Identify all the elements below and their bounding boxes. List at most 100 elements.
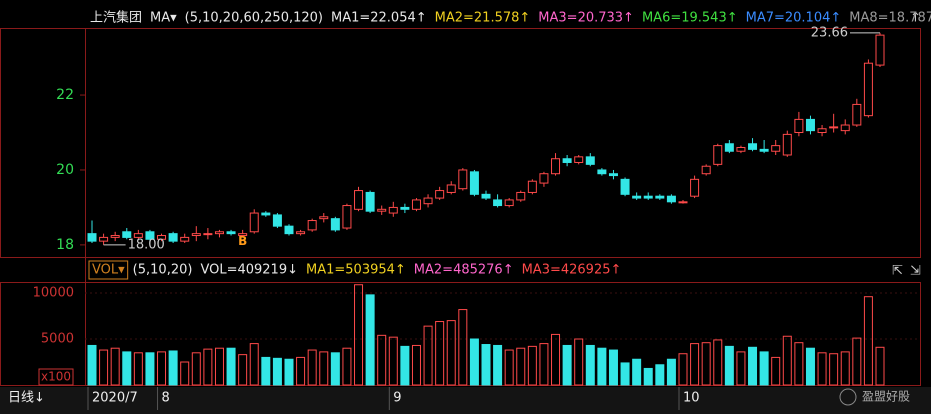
candle-body	[377, 208, 387, 212]
candle-body	[284, 225, 294, 235]
candle-body	[435, 190, 445, 199]
volume-tick-label: 5000	[41, 332, 74, 347]
volume-value: MA1=503954↑	[306, 263, 406, 278]
candle-body	[666, 195, 676, 203]
candle-body	[145, 231, 155, 240]
volume-bar	[539, 343, 549, 386]
corner-icon[interactable]: ↑	[910, 11, 921, 26]
volume-bar	[261, 356, 271, 386]
volume-bar	[678, 353, 688, 386]
candle-body	[411, 199, 421, 210]
ma-button[interactable]: MA▾	[150, 11, 177, 26]
x-tick-label: 2020/7	[92, 391, 138, 406]
volume-button[interactable]: VOL▾	[92, 263, 125, 278]
candle-body	[655, 195, 665, 199]
y-tick-label: 20	[56, 162, 74, 178]
volume-bar	[643, 367, 653, 386]
candle-body	[481, 193, 491, 199]
volume-bar	[481, 344, 491, 386]
volume-panel-frame	[0, 282, 921, 386]
volume-bar	[632, 358, 642, 386]
time-axis-bar	[0, 387, 931, 414]
volume-bar	[469, 338, 479, 386]
volume-bar	[759, 351, 769, 386]
volume-bar	[168, 350, 178, 386]
volume-bar	[516, 347, 526, 386]
volume-bar	[748, 346, 758, 386]
volume-value: MA3=426925↑	[522, 263, 622, 278]
volume-bar	[736, 351, 746, 386]
x-tick-label: 9	[393, 391, 401, 406]
volume-bar	[562, 344, 572, 386]
candle-body	[400, 206, 410, 210]
volume-bar	[272, 357, 282, 386]
volume-bar	[296, 356, 306, 386]
candle-body	[724, 143, 734, 152]
candle-body	[863, 62, 873, 117]
volume-bar	[724, 345, 734, 386]
volume-bar	[400, 345, 410, 386]
volume-bar	[713, 339, 723, 386]
corner-icon[interactable]: ⇲	[910, 264, 921, 279]
corner-icon[interactable]: ⇱	[892, 264, 903, 279]
candle-body	[829, 126, 839, 129]
volume-bar	[191, 352, 201, 386]
candle-body	[771, 145, 781, 152]
stock-name: 上汽集团	[90, 10, 142, 26]
volume-bar	[238, 354, 248, 386]
candle-body	[238, 233, 248, 237]
volume-bar	[782, 335, 792, 386]
candle-body	[99, 236, 109, 242]
candle-body	[608, 173, 618, 177]
volume-bar	[585, 344, 595, 386]
volume-bar	[458, 309, 468, 386]
volume-unit: x100	[41, 370, 71, 384]
volume-bar	[620, 362, 630, 386]
volume-bar	[319, 351, 329, 386]
volume-bar	[608, 349, 618, 386]
candle-body	[597, 169, 607, 175]
candle-body	[713, 145, 723, 165]
volume-bar	[701, 342, 711, 386]
volume-value: VOL=409219↓	[200, 263, 298, 278]
volume-params: (5,10,20)	[133, 263, 193, 278]
candle-body	[794, 118, 804, 134]
volume-bar	[840, 351, 850, 386]
ma-value: MA6=19.543↑	[642, 11, 738, 26]
candle-body	[620, 178, 630, 195]
ma-value: MA1=22.054↑	[331, 11, 427, 26]
volume-bar	[157, 351, 167, 386]
volume-bar	[203, 348, 213, 386]
candle-body	[423, 197, 433, 205]
y-tick-label: 22	[56, 87, 74, 103]
candle-body	[504, 199, 514, 207]
candle-body	[342, 205, 352, 229]
candle-body	[493, 199, 503, 207]
candle-body	[122, 231, 132, 238]
candle-body	[214, 231, 224, 235]
volume-bar	[330, 352, 340, 386]
candle-body	[354, 190, 364, 210]
high-label: 23.66	[811, 25, 848, 40]
ma-value: MA7=20.104↑	[746, 11, 842, 26]
candle-body	[875, 34, 885, 66]
candle-body	[133, 233, 143, 238]
ma-params: (5,10,20,60,250,120)	[185, 11, 323, 26]
candle-body	[782, 133, 792, 156]
volume-bar	[655, 364, 665, 386]
period-button[interactable]: 日线↓	[8, 391, 45, 406]
unit-box	[38, 368, 74, 386]
volume-bar	[411, 344, 421, 386]
volume-bar	[597, 347, 607, 386]
volume-bar	[87, 344, 97, 386]
candle-body	[643, 195, 653, 199]
volume-bar	[446, 320, 456, 386]
candle-body	[226, 231, 236, 235]
volume-bar	[145, 352, 155, 386]
candle-body	[296, 231, 306, 235]
volume-bar	[690, 343, 700, 386]
candle-body	[203, 233, 213, 236]
volume-bar	[214, 347, 224, 386]
volume-bar	[817, 352, 827, 386]
